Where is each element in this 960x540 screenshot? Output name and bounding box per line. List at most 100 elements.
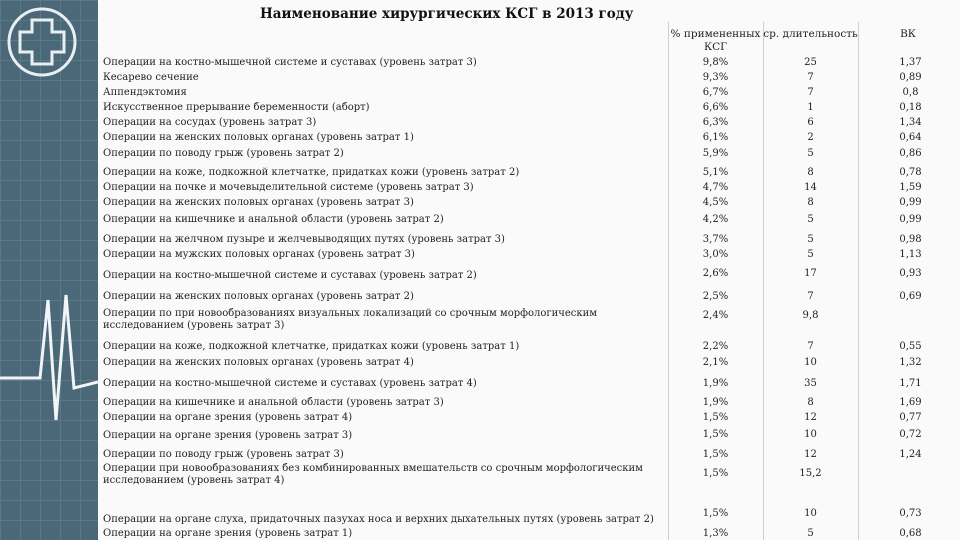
row-name: Операции на коже, подкожной клетчатке, п… [103, 167, 520, 178]
row-name: Операции на женских половых органах (уро… [103, 291, 414, 302]
row-name: Операции по поводу грыж (уровень затрат … [103, 148, 344, 159]
row-dur: 25 [804, 57, 817, 68]
row-pct: 9,3% [702, 72, 729, 83]
row-name: Операции на желчном пузыре и желчевыводя… [103, 234, 505, 245]
row-dur: 7 [807, 72, 814, 83]
row-dur: 12 [804, 449, 817, 460]
row-vk: 0,99 [899, 214, 922, 225]
row-name: Операции на коже, подкожной клетчатке, п… [103, 341, 520, 352]
row-pct: 6,3% [702, 117, 729, 128]
row-pct: 6,6% [702, 102, 729, 113]
row-dur: 14 [804, 182, 817, 193]
row-dur: 5 [807, 234, 814, 245]
row-pct: 1,5% [702, 508, 729, 519]
row-vk: 0,78 [899, 167, 922, 178]
table-sheet: Наименование хирургических КСГ в 2013 го… [98, 0, 960, 540]
column-header-vk: ВК [900, 28, 916, 40]
row-vk: 1,13 [899, 249, 922, 260]
row-dur: 35 [804, 378, 817, 389]
row-name: Операции при новообразованиях без комбин… [103, 463, 643, 486]
row-dur: 2 [807, 132, 814, 143]
row-name: Операции на органе зрения (уровень затра… [103, 528, 353, 539]
row-pct: 4,2% [702, 214, 729, 225]
row-pct: 1,5% [702, 412, 729, 423]
row-name: Операции на кишечнике и анальной области… [103, 397, 444, 408]
row-dur: 10 [804, 508, 817, 519]
row-name: Операции на костно-мышечной системе и су… [103, 378, 477, 389]
row-name: Операции на кишечнике и анальной области… [103, 214, 444, 225]
row-vk: 0,73 [899, 508, 922, 519]
row-vk: 1,34 [899, 117, 922, 128]
row-pct: 6,1% [702, 132, 729, 143]
row-vk: 0,8 [902, 87, 919, 98]
row-dur: 12 [804, 412, 817, 423]
row-pct: 1,3% [702, 528, 729, 539]
row-pct: 2,4% [702, 310, 729, 321]
row-name: Операции по поводу грыж (уровень затрат … [103, 449, 344, 460]
row-pct: 1,9% [702, 378, 729, 389]
row-pct: 3,0% [702, 249, 729, 260]
row-vk: 0,77 [899, 412, 922, 423]
row-name: Операции на органе зрения (уровень затра… [103, 412, 353, 423]
row-name: Операции на женских половых органах (уро… [103, 197, 414, 208]
decorative-sidebar [0, 0, 98, 540]
row-dur: 10 [804, 429, 817, 440]
row-vk: 0,93 [899, 268, 922, 279]
row-vk: 1,24 [899, 449, 922, 460]
row-name: Операции на женских половых органах (уро… [103, 132, 414, 143]
row-dur: 6 [807, 117, 814, 128]
row-vk: 0,99 [899, 197, 922, 208]
row-vk: 0,68 [899, 528, 922, 539]
page-title: Наименование хирургических КСГ в 2013 го… [260, 6, 634, 22]
row-name: Операции на костно-мышечной системе и су… [103, 270, 477, 281]
row-vk: 0,64 [899, 132, 922, 143]
row-name: Искусственное прерывание беременности (а… [103, 102, 370, 113]
row-name: Операции на органе зрения (уровень затра… [103, 430, 353, 441]
row-dur: 7 [807, 291, 814, 302]
row-dur: 17 [804, 268, 817, 279]
row-pct: 1,5% [702, 429, 729, 440]
row-pct: 1,5% [702, 468, 729, 479]
row-name: Операции на сосудах (уровень затрат 3) [103, 117, 317, 128]
row-vk: 1,37 [899, 57, 922, 68]
column-header-pct: % примененных КСГ [670, 28, 761, 53]
row-dur: 10 [804, 357, 817, 368]
row-pct: 2,1% [702, 357, 729, 368]
row-dur: 8 [807, 167, 814, 178]
row-vk: 1,32 [899, 357, 922, 368]
row-dur: 5 [807, 249, 814, 260]
row-name: Операции на органе слуха, придаточных па… [103, 514, 654, 525]
row-name: Операции по при новообразованиях визуаль… [103, 308, 598, 331]
row-vk: 0,18 [899, 102, 922, 113]
row-dur: 9,8 [802, 310, 819, 321]
row-name: Операции на костно-мышечной системе и су… [103, 57, 477, 68]
row-vk: 1,59 [899, 182, 922, 193]
heartbeat-line-icon [0, 294, 98, 421]
row-pct: 4,5% [702, 197, 729, 208]
row-pct: 2,5% [702, 291, 729, 302]
row-vk: 0,86 [899, 148, 922, 159]
row-vk: 0,72 [899, 429, 922, 440]
column-header-duration: ср. длительность [763, 28, 858, 40]
row-dur: 8 [807, 397, 814, 408]
medical-cross-logo [0, 7, 98, 421]
row-name: Операции на мужских половых органах (уро… [103, 249, 415, 260]
row-name: Аппендэктомия [103, 87, 187, 98]
row-dur: 7 [807, 87, 814, 98]
row-dur: 15,2 [799, 468, 822, 479]
row-pct: 1,9% [702, 397, 729, 408]
row-dur: 8 [807, 197, 814, 208]
row-name: Операции на женских половых органах (уро… [103, 357, 414, 368]
row-vk: 0,98 [899, 234, 922, 245]
row-pct: 5,9% [702, 148, 729, 159]
row-pct: 4,7% [702, 182, 729, 193]
row-pct: 2,6% [702, 268, 729, 279]
row-pct: 1,5% [702, 449, 729, 460]
row-name: Кесарево сечение [103, 72, 199, 83]
row-pct: 2,2% [702, 341, 729, 352]
row-pct: 6,7% [702, 87, 729, 98]
row-vk: 1,71 [899, 378, 922, 389]
row-vk: 0,89 [899, 72, 922, 83]
row-dur: 5 [807, 528, 814, 539]
row-vk: 0,55 [899, 341, 922, 352]
